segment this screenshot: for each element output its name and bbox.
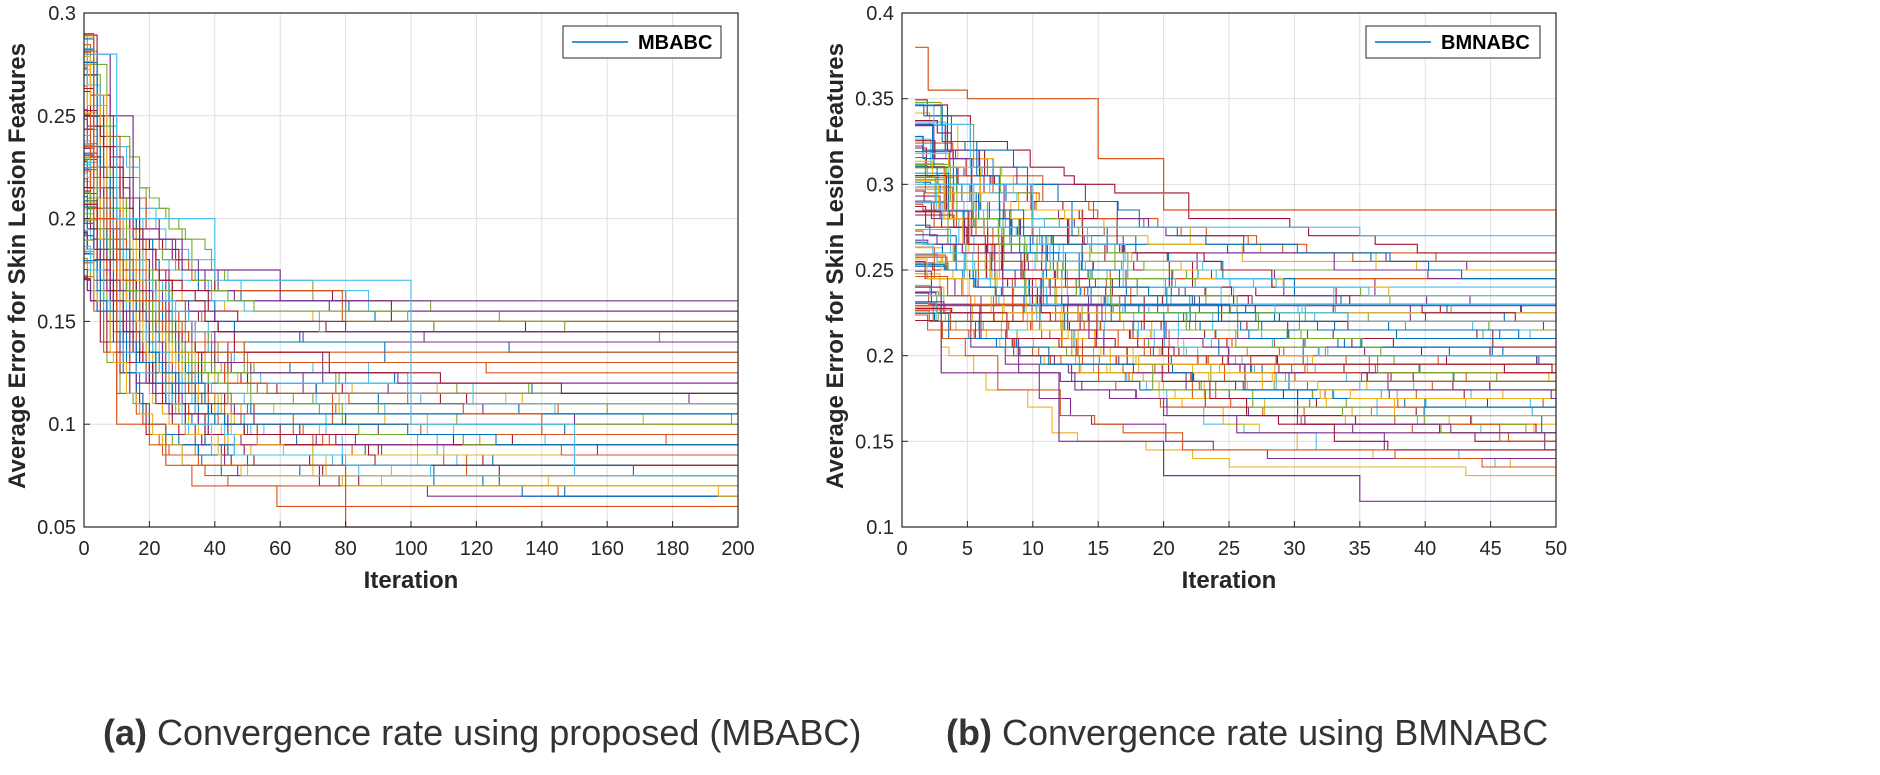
- caption-b: (b) Convergence rate using BMNABC: [946, 712, 1548, 754]
- chart-b-xtick-label: 15: [1087, 538, 1109, 560]
- chart-b-series-line: [915, 275, 1556, 382]
- chart-a-series: [84, 33, 739, 528]
- chart-b-series-line: [915, 181, 1556, 322]
- chart-b-ylabel: Average Error for Skin Lesion Features: [822, 43, 849, 489]
- chart-a-xtick-label: 80: [334, 538, 356, 560]
- chart-a-xtick-label: 0: [78, 538, 89, 560]
- chart-b-legend-label: BMNABC: [1441, 32, 1530, 54]
- chart-b-series-line: [915, 176, 1556, 382]
- chart-b-xtick-label: 0: [896, 538, 907, 560]
- chart-b-series-line: [915, 183, 1557, 253]
- chart-a-xtick-label: 40: [204, 538, 226, 560]
- chart-b-xtick-label: 25: [1218, 538, 1240, 560]
- chart-a-series-line: [84, 53, 738, 477]
- chart-b-series-line: [915, 99, 1556, 254]
- chart-a-xlabel: Iteration: [364, 567, 459, 594]
- chart-a-ytick-label: 0.3: [48, 3, 76, 25]
- chart-b-xtick-label: 50: [1545, 538, 1567, 560]
- chart-b-ytick-label: 0.25: [855, 260, 894, 282]
- chart-a-xtick-label: 60: [269, 538, 291, 560]
- chart-b-xtick-label: 40: [1414, 538, 1436, 560]
- chart-a-series-line: [84, 87, 738, 394]
- chart-a-legend-label: MBABC: [638, 32, 712, 54]
- chart-a-ytick-label: 0.1: [48, 414, 76, 436]
- chart-b-ytick-label: 0.2: [866, 346, 894, 368]
- chart-a-series-line: [84, 169, 738, 436]
- chart-b-series-line: [915, 286, 1556, 502]
- chart-a-legend: MBABC: [562, 25, 722, 59]
- caption-b-letter: (b): [946, 712, 992, 753]
- chart-a-xtick-label: 200: [721, 538, 754, 560]
- caption-b-text: Convergence rate using BMNABC: [991, 712, 1549, 753]
- chart-b-xlabel: Iteration: [1182, 567, 1277, 594]
- chart-b-legend: BMNABC: [1365, 25, 1541, 59]
- chart-a-xtick-label: 140: [525, 538, 558, 560]
- chart-b-xtick-label: 5: [962, 538, 973, 560]
- chart-b-series-line: [915, 46, 1557, 236]
- chart-a-xtick-label: 20: [138, 538, 160, 560]
- chart-b-series-line: [915, 125, 1556, 451]
- chart-b-xtick-label: 20: [1152, 538, 1174, 560]
- chart-b-xtick-label: 35: [1349, 538, 1371, 560]
- chart-b-ytick-label: 0.35: [855, 89, 894, 111]
- chart-b-series-line: [915, 307, 1556, 374]
- chart-b-ytick-label: 0.4: [866, 3, 894, 25]
- chart-a-ytick-label: 0.25: [37, 106, 76, 128]
- chart-b-xtick-label: 30: [1283, 538, 1305, 560]
- chart-b-series-line: [915, 234, 1556, 400]
- chart-b-series-line: [915, 103, 1556, 280]
- chart-b-ytick-label: 0.3: [866, 174, 894, 196]
- chart-a-xtick-label: 180: [656, 538, 689, 560]
- chart-a-xtick-label: 120: [460, 538, 493, 560]
- figure: 0 20 40 60 80 100 120 140 160 180 2000.050.10.150.…: [4, 3, 1567, 594]
- chart-a-ytick-label: 0.2: [48, 209, 76, 231]
- chart-a-series-line: [84, 113, 738, 364]
- chart-a-xtick-label: 160: [591, 538, 624, 560]
- caption-a: (a) Convergence rate using proposed (MBA…: [103, 712, 861, 754]
- chart-a-series-line: [84, 260, 738, 446]
- chart-a-xtick-label: 100: [394, 538, 427, 560]
- chart-b-xtick-label: 45: [1479, 538, 1501, 560]
- chart-a-ticks: 0 20 40 60 80 100 120 140 160 180 200 0.05 0.1 0.15 0.…: [37, 3, 755, 560]
- chart-b-series-line: [915, 105, 1556, 340]
- chart-a-ytick-label: 0.05: [37, 517, 76, 539]
- caption-a-letter: (a): [103, 712, 147, 753]
- chart-b-ytick-label: 0.15: [855, 431, 894, 453]
- chart-b-ytick-label: 0.1: [866, 517, 894, 539]
- chart-a-series-line: [84, 53, 738, 302]
- chart-b-series: [915, 46, 1557, 502]
- chart-a-ylabel: Average Error for Skin Lesion Features: [4, 43, 31, 489]
- chart-a-series-line: [84, 248, 738, 497]
- chart-b: 0 5 10 15 20 25 30 35 40 45 50 0.1 0.15 0.2 0.25 0.3 0.3…: [822, 3, 1567, 594]
- chart-b-series-line: [915, 310, 1556, 468]
- chart-a: 0 20 40 60 80 100 120 140 160 180 200 0.05 0.1 0.15 0.…: [4, 3, 755, 594]
- chart-b-ticks: 0 5 10 15 20 25 30 35 40 45 50 0.1 0.15 0.2 0.25 0.3 0.3…: [855, 3, 1567, 560]
- chart-a-ytick-label: 0.15: [37, 311, 76, 333]
- chart-a-series-line: [84, 245, 738, 477]
- chart-a-series-line: [84, 33, 738, 528]
- chart-a-series-line: [84, 253, 738, 477]
- chart-b-xtick-label: 10: [1022, 538, 1044, 560]
- chart-b-series-line: [915, 258, 1556, 400]
- caption-a-text: Convergence rate using proposed (MBABC): [147, 712, 862, 753]
